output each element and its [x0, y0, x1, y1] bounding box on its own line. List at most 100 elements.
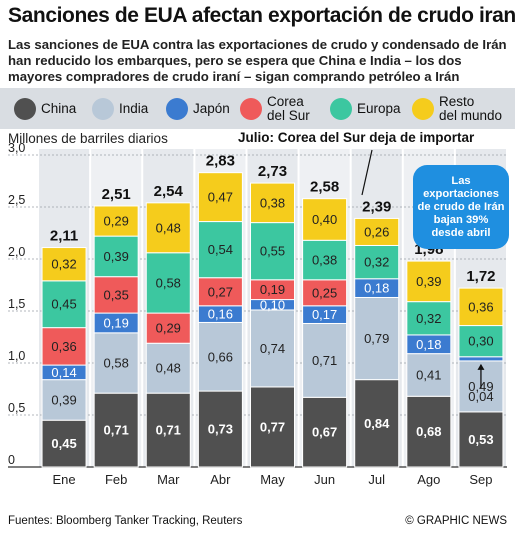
segment-value-label: 0,19 [260, 282, 285, 297]
x-tick-label: Mar [157, 472, 180, 487]
segment-value-label: 0,32 [416, 311, 441, 326]
segment-value-label: 0,53 [468, 432, 493, 447]
y-axis-label: Millones de barriles diarios [8, 131, 168, 146]
callout-badge: Las exportaciones de crudo de Irán bajan… [413, 165, 509, 249]
segment-value-label: 0,17 [312, 307, 337, 322]
segment-value-label: 0,84 [364, 416, 390, 431]
bar-total-label: 2,11 [50, 228, 78, 245]
legend-label: India [119, 100, 149, 116]
legend-label: Japón [193, 100, 230, 116]
y-tick-label: 2,0 [8, 245, 25, 259]
y-tick-label: 1,0 [8, 349, 25, 363]
segment-value-label: 0,18 [364, 281, 389, 296]
segment-value-label: 0,39 [51, 392, 76, 407]
segment-value-label: 0,29 [156, 321, 181, 336]
x-tick-label: Jun [314, 472, 335, 487]
bar-segment [41, 247, 87, 282]
bar-segment [406, 260, 452, 303]
legend-label: Resto del mundo [439, 93, 503, 123]
segment-value-label: 0,19 [104, 315, 129, 330]
segment-value-label: 0,36 [51, 339, 76, 354]
segment-value-label: 0,39 [416, 274, 441, 289]
segment-value-label: 0,29 [104, 214, 129, 229]
legend-label: Corea del Sur [267, 93, 310, 123]
segment-value-label: 0,10 [260, 297, 285, 312]
segment-value-label: 0,58 [156, 275, 181, 290]
segment-value-label: 0,30 [468, 334, 493, 349]
bar-segment [302, 239, 348, 281]
bar-total-label: 2,54 [154, 183, 184, 200]
annotation-pointer [361, 149, 373, 196]
bar-segment [41, 327, 87, 366]
x-tick-label: Ene [52, 472, 75, 487]
segment-value-label: 0,39 [104, 249, 129, 264]
x-tick-label: May [260, 472, 285, 487]
segment-value-label: 0,48 [156, 361, 181, 376]
legend-swatch [166, 97, 188, 120]
segment-value-label: 0,71 [312, 353, 337, 368]
bar-total-label: 2,39 [362, 198, 391, 215]
credit-note: © GRAPHIC NEWS [405, 515, 507, 527]
segment-value-label: 0,25 [312, 285, 337, 300]
annotation-korea: Julio: Corea del Sur deja de importar [238, 130, 475, 145]
legend-item-1: India [92, 88, 148, 129]
segment-value-label: 0,32 [364, 255, 389, 270]
bar-segment [458, 411, 504, 468]
bar-segment [458, 356, 504, 362]
legend-item-3: Corea del Sur [240, 88, 310, 129]
segment-value-label: 0,27 [208, 284, 233, 299]
segment-value-label: 0,74 [260, 341, 285, 356]
source-note: Fuentes: Bloomberg Tanker Tracking, Reut… [8, 515, 243, 527]
bar-segment [302, 322, 348, 398]
segment-value-label: 0,14 [51, 365, 76, 380]
bar-segment [250, 386, 295, 468]
bar-segment [93, 205, 139, 237]
bar-segment [406, 301, 452, 336]
legend-swatch [240, 97, 262, 120]
x-tick-label: Jul [368, 472, 385, 487]
segment-value-label: 0,38 [312, 253, 337, 268]
legend: China India Japón Corea del Sur Europa Resto de… [0, 88, 515, 129]
bar-total-label: 2,83 [206, 153, 235, 170]
bar-segment [302, 396, 348, 468]
segment-value-label: 0,18 [416, 337, 441, 352]
segment-value-label: 0,67 [312, 425, 337, 440]
page-subtitle: Las sanciones de EUA contra las exportac… [8, 37, 507, 84]
segment-value-label: 0,71 [104, 423, 129, 438]
bar-segment [250, 309, 295, 388]
bar-segment [145, 312, 191, 344]
segment-value-label: 0,26 [364, 224, 389, 239]
segment-value-label: 0,71 [156, 423, 181, 438]
segment-value-label: 0,32 [51, 257, 76, 272]
segment-value-label: 0,40 [312, 212, 337, 227]
segment-value-label: 0,73 [208, 422, 233, 437]
bar-segment [302, 279, 348, 307]
segment-value-label: 0,45 [51, 436, 76, 451]
bar-segment [41, 379, 87, 421]
bar-segment [93, 276, 139, 314]
segment-value-label: 0,66 [208, 349, 233, 364]
bar-segment [354, 296, 400, 381]
bar-segment [250, 182, 295, 224]
stacked-bar-chart: 0 0,5 1,0 1,5 2,0 2,5 3,0 0,45 0,39 0,14 0,36 0,45 0… [8, 141, 507, 487]
legend-item-2: Japón [166, 88, 230, 129]
segment-value-label: 0,48 [156, 220, 181, 235]
legend-label: Europa [357, 100, 401, 116]
legend-item-5: Resto del mundo [412, 88, 502, 129]
segment-value-label: 0,54 [208, 242, 233, 257]
legend-swatch [14, 97, 36, 120]
segment-value-label: 0,45 [51, 297, 76, 312]
bar-segment [93, 392, 139, 468]
bar-segment [93, 332, 139, 394]
segment-value-label: 0,55 [260, 244, 285, 259]
segment-value-label: 0,68 [416, 424, 441, 439]
bar-segment [145, 342, 191, 394]
page-title: Sanciones de EUA afectan exportación de … [8, 4, 515, 27]
segment-value-label: 0,79 [364, 331, 389, 346]
bar-segment [145, 202, 191, 254]
y-tick-label: 2,5 [8, 193, 25, 207]
bar-segment [41, 419, 87, 468]
bar-segment [145, 252, 191, 314]
segment-value-label: 0,04 [468, 389, 493, 404]
x-tick-label: Feb [105, 472, 127, 487]
